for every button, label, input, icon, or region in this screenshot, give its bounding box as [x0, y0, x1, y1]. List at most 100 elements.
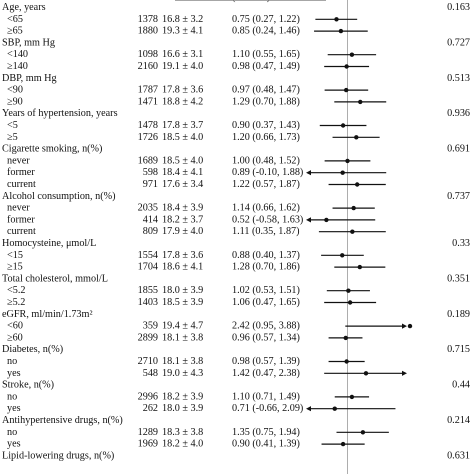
subgroup-label: ≥5: [7, 132, 18, 143]
ci-text: 1.29 (0.70, 1.88): [232, 96, 300, 107]
subgroup-label: ≥140: [7, 61, 28, 72]
ci-text: 0.88 (0.40, 1.37): [232, 250, 300, 261]
ci-text: 1.00 (0.48, 1.52): [232, 155, 300, 166]
subgroup-label: current: [7, 179, 36, 190]
mean-sd: 18.2 ± 3.7: [162, 214, 203, 225]
mean-sd: 18.1 ± 3.8: [162, 332, 203, 343]
subgroup-label: <140: [7, 49, 28, 60]
point-estimate: [340, 441, 346, 447]
subgroup-label: ≥5.2: [7, 297, 25, 308]
sample-size: 598: [143, 167, 158, 178]
mean-sd: 18.4 ± 4.1: [162, 167, 203, 178]
subgroup-label: ≥15: [7, 262, 23, 273]
point-estimate: [351, 205, 356, 211]
point-estimate: [354, 182, 360, 187]
sample-size: 2160: [138, 61, 158, 72]
point-estimate: [343, 335, 348, 341]
group-label: Homocysteine, μmol/L: [2, 238, 96, 249]
point-estimate: [340, 123, 346, 128]
subgroup-label: <15: [7, 250, 23, 261]
point-estimate: [349, 394, 355, 400]
point-estimate: [344, 64, 349, 69]
ci-text: 0.98 (0.47, 1.49): [232, 61, 300, 72]
sample-size: 2996: [138, 391, 158, 402]
mean-sd: 17.8 ± 3.7: [162, 120, 203, 131]
p-interaction: 0.189: [447, 309, 470, 320]
subgroup-label: <60: [7, 321, 23, 332]
p-interaction: 0.33: [452, 238, 470, 249]
point-estimate: [360, 430, 366, 435]
sample-size: 1969: [138, 439, 158, 450]
sample-size: 1880: [138, 26, 158, 37]
group-label: Age, years: [2, 2, 46, 13]
ci-text: 0.97 (0.48, 1.47): [232, 85, 300, 96]
ci-text: 0.75 (0.27, 1.22): [232, 14, 300, 25]
mean-sd: 17.6 ± 3.4: [162, 179, 203, 190]
point-estimate: [343, 87, 349, 93]
group-label: Diabetes, n(%): [2, 344, 63, 355]
ci-text: 0.71 (-0.66, 2.09): [232, 403, 303, 414]
ci-arrow-right: [402, 323, 407, 329]
sample-size: 1726: [138, 132, 158, 143]
subgroup-label: former: [7, 167, 35, 178]
subgroup-label: no: [7, 427, 17, 438]
subgroup-label: never: [7, 203, 30, 214]
sample-size: 1478: [138, 120, 158, 131]
point-estimate: [345, 158, 350, 164]
sample-size: 1289: [138, 427, 158, 438]
ci-text: 1.22 (0.57, 1.87): [232, 179, 300, 190]
ci-text: 1.02 (0.53, 1.51): [232, 285, 300, 296]
ci-text: 0.96 (0.57, 1.34): [232, 332, 300, 343]
sample-size: 2710: [138, 356, 158, 367]
sample-size: 1855: [138, 285, 158, 296]
point-estimate: [338, 28, 344, 34]
mean-sd: 18.0 ± 3.9: [162, 403, 203, 414]
ci-text: 0.98 (0.57, 1.39): [232, 356, 300, 367]
ci-text: 0.52 (-0.58, 1.63): [232, 214, 303, 225]
subgroup-label: ≥65: [7, 26, 23, 37]
group-label: Antihypertensive drugs, n(%): [2, 415, 123, 426]
group-label: Years of hypertension, years: [2, 108, 118, 119]
subgroup-label: <65: [7, 14, 23, 25]
subgroup-label: <90: [7, 85, 23, 96]
mean-sd: 19.1 ± 4.0: [162, 61, 203, 72]
ci-text: 0.90 (0.37, 1.43): [232, 120, 300, 131]
group-label: Total cholesterol, mmol/L: [2, 273, 108, 284]
mean-sd: 18.4 ± 3.9: [162, 203, 203, 214]
p-interaction: 0.44: [452, 380, 470, 391]
p-interaction: 0.727: [447, 37, 470, 48]
point-estimate: [358, 99, 363, 105]
subgroup-label: ≥90: [7, 96, 23, 107]
mean-sd: 19.0 ± 4.3: [162, 368, 203, 379]
sample-size: 1471: [138, 96, 158, 107]
ci-text: 1.11 (0.35, 1.87): [232, 226, 300, 237]
mean-sd: 18.5 ± 3.9: [162, 297, 203, 308]
ci-text: 0.89 (-0.10, 1.88): [232, 167, 303, 178]
p-interaction: 0.737: [447, 191, 470, 202]
mean-sd: 18.3 ± 3.8: [162, 427, 203, 438]
sample-size: 1403: [138, 297, 158, 308]
point-estimate: [344, 359, 349, 364]
sample-size: 1378: [138, 14, 158, 25]
point-estimate: [340, 253, 345, 258]
point-estimate: [407, 323, 413, 329]
point-estimate: [324, 217, 329, 223]
mean-sd: 18.8 ± 4.2: [162, 96, 203, 107]
ci-text: 1.10 (0.55, 1.65): [232, 49, 300, 60]
group-label: Stroke, n(%): [2, 380, 54, 391]
mean-sd: 18.1 ± 3.8: [162, 356, 203, 367]
subgroup-label: former: [7, 214, 35, 225]
mean-sd: 17.8 ± 3.6: [162, 250, 203, 261]
subgroup-label: <5: [7, 120, 18, 131]
sample-size: 2035: [138, 203, 158, 214]
point-estimate: [347, 300, 353, 305]
sample-size: 548: [143, 368, 158, 379]
subgroup-label: current: [7, 226, 36, 237]
ci-text: 1.35 (0.75, 1.94): [232, 427, 300, 438]
p-interaction: 0.513: [447, 73, 470, 84]
subgroup-label: never: [7, 155, 30, 166]
ci-text: 1.42 (0.47, 2.38): [232, 368, 300, 379]
subgroup-label: no: [7, 391, 17, 402]
sample-size: 1554: [138, 250, 158, 261]
mean-sd: 16.6 ± 3.1: [162, 49, 203, 60]
